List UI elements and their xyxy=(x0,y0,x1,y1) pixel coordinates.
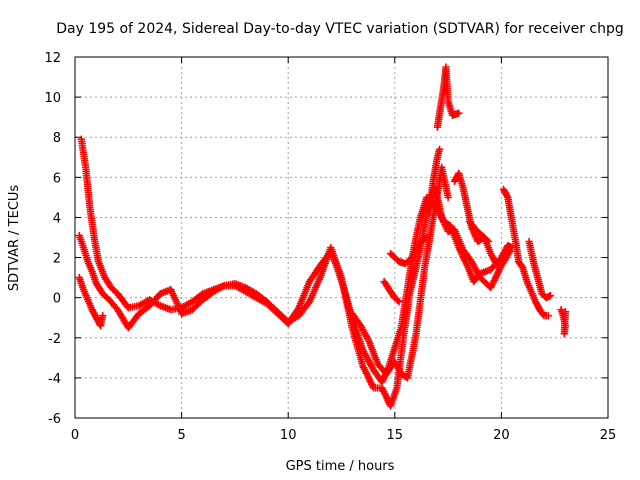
series-markers xyxy=(525,237,555,302)
series-trace-7 xyxy=(425,145,444,218)
tick-label-layer: 0 5 10 15 20 25 -6 -4 -2 0 2 4 6 8 10 12 xyxy=(44,51,616,443)
y-tick-label: -2 xyxy=(48,332,61,347)
series-trace-13 xyxy=(525,237,555,302)
series-trace-4 xyxy=(348,163,452,382)
series-trace-11 xyxy=(499,185,523,264)
series-markers xyxy=(514,257,553,320)
plot-frame xyxy=(74,56,609,419)
series-trace-8 xyxy=(433,63,463,131)
x-tick-label: 10 xyxy=(280,428,297,443)
series-markers xyxy=(380,277,403,306)
series-markers xyxy=(425,145,444,218)
y-tick-label: 0 xyxy=(53,292,61,307)
series-markers xyxy=(557,305,570,338)
series-trace-2 xyxy=(75,183,514,410)
x-tick-label: 25 xyxy=(600,428,617,443)
series-markers xyxy=(499,185,523,264)
x-tick-label: 0 xyxy=(71,428,79,443)
x-tick-label: 20 xyxy=(493,428,510,443)
series-layer xyxy=(75,63,570,410)
y-tick-label: -4 xyxy=(48,372,61,387)
y-tick-label: 12 xyxy=(44,51,61,66)
y-tick-label: 10 xyxy=(44,91,61,106)
y-tick-label: 6 xyxy=(53,171,61,186)
series-markers xyxy=(348,163,452,382)
x-axis-label: GPS time / hours xyxy=(286,459,395,474)
series-markers xyxy=(386,233,431,268)
series-markers xyxy=(433,63,463,131)
series-markers xyxy=(465,217,493,246)
y-tick-label: 8 xyxy=(53,131,61,146)
grid-layer xyxy=(75,57,608,418)
series-markers xyxy=(75,273,107,330)
series-trace-14 xyxy=(557,305,570,338)
y-axis-label: SDTVAR / TECUs xyxy=(7,185,22,292)
chart-title: Day 195 of 2024, Sidereal Day-to-day VTE… xyxy=(56,21,624,37)
x-tick-label: 15 xyxy=(387,428,404,443)
series-trace-10 xyxy=(465,217,493,246)
y-tick-label: -6 xyxy=(48,412,61,427)
series-trace-5 xyxy=(380,277,403,306)
series-trace-3 xyxy=(75,273,107,330)
tick-layer xyxy=(74,56,609,419)
x-tick-label: 5 xyxy=(177,428,185,443)
y-tick-label: 2 xyxy=(53,252,61,267)
series-markers xyxy=(75,183,514,410)
y-tick-label: 4 xyxy=(53,211,61,226)
series-trace-6 xyxy=(386,233,431,268)
series-trace-12 xyxy=(514,257,553,320)
